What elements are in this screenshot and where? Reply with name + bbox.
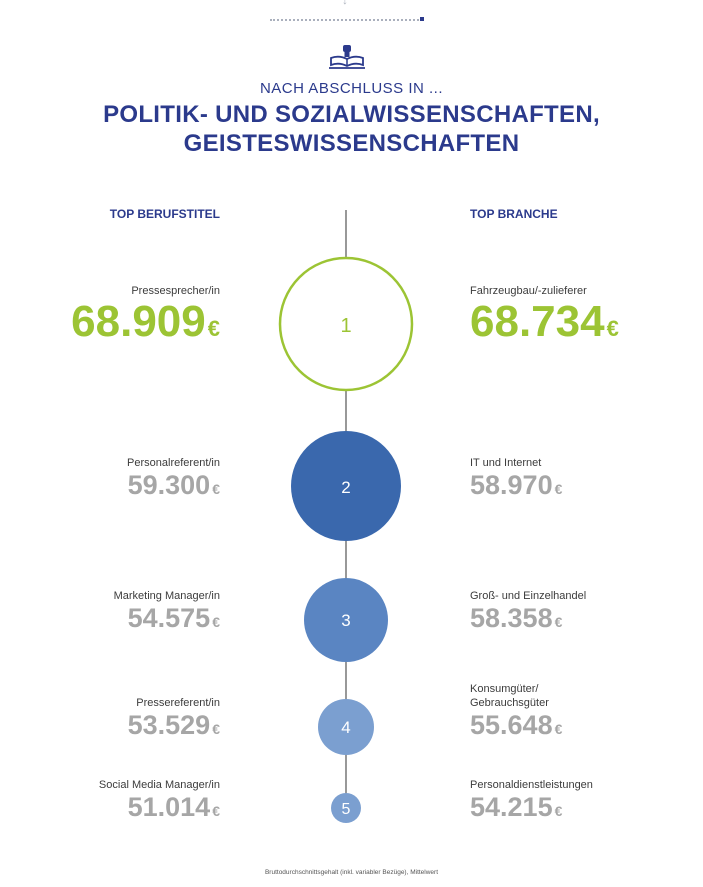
- euro-sign: €: [207, 316, 220, 341]
- footnote: Bruttodurchschnittsgehalt (inkl. variabl…: [264, 869, 439, 876]
- job-salary: 68.909€: [71, 297, 220, 346]
- job-salary: 54.575 €: [127, 603, 220, 633]
- rank-5-circle: [331, 793, 361, 823]
- job-salary: 53.529 €: [127, 710, 220, 740]
- job-salary: 59.300 €: [127, 470, 220, 500]
- job-title: Personalreferent/in: [127, 457, 220, 469]
- industry-salary: 54.215 €: [470, 792, 563, 822]
- job-title: Pressereferent/in: [136, 697, 220, 709]
- rank-5-number: 5: [342, 801, 351, 818]
- divider-end-square: [420, 17, 424, 21]
- book-fist-icon: [329, 45, 365, 69]
- rank-1-job: Pressesprecher/in 68.909€: [71, 284, 220, 353]
- job-title: Pressesprecher/in: [131, 285, 220, 297]
- euro-sign: €: [554, 803, 563, 819]
- rank-3-job: Marketing Manager/in 54.575 €: [114, 589, 220, 637]
- right-column-heading: TOP BRANCHE: [470, 207, 558, 221]
- rank-3-circle: [304, 578, 388, 662]
- industry-salary: 58.358 €: [470, 603, 563, 633]
- rank-4-industry: Konsumgüter/ Gebrauchsgüter 55.648 €: [470, 682, 562, 744]
- euro-sign: €: [212, 614, 220, 630]
- euro-sign: €: [212, 481, 220, 497]
- rank-2-number: 2: [341, 478, 350, 497]
- rank-3-number: 3: [341, 611, 350, 630]
- industry-salary: 55.648 €: [470, 710, 563, 740]
- page-title: POLITIK- UND SOZIALWISSENSCHAFTEN, GEIST…: [0, 100, 703, 158]
- rank-3-industry: Groß- und Einzelhandel 58.358 €: [470, 589, 586, 637]
- page-subtitle: NACH ABSCHLUSS IN ...: [259, 80, 444, 97]
- industry-salary: 68.734€: [470, 297, 619, 346]
- industry-name-line-1: Konsumgüter/: [470, 683, 539, 695]
- job-title: Marketing Manager/in: [113, 590, 220, 602]
- rank-1-number: 1: [340, 315, 351, 337]
- rank-4-number: 4: [341, 718, 350, 737]
- industry-name: Fahrzeugbau/-zulieferer: [470, 285, 587, 297]
- euro-sign: €: [212, 721, 220, 737]
- down-arrow-icon: ↓: [342, 0, 348, 7]
- title-line-1: POLITIK- UND SOZIALWISSENSCHAFTEN,: [103, 101, 600, 128]
- rank-1-circle: [278, 256, 414, 392]
- rank-2-job: Personalreferent/in 59.300 €: [127, 456, 220, 504]
- rank-4-job: Pressereferent/in 53.529 €: [128, 696, 220, 744]
- rank-2-circle: [291, 431, 401, 541]
- job-salary: 51.014 €: [127, 792, 220, 822]
- euro-sign: €: [554, 721, 563, 737]
- industry-name: IT und Internet: [470, 457, 542, 469]
- industry-name-line-2: Gebrauchsgüter: [470, 697, 549, 709]
- title-line-2: GEISTESWISSENSCHAFTEN: [183, 130, 520, 157]
- rank-5-industry: Personaldienstleistungen 54.215 €: [470, 778, 593, 826]
- industry-salary: 58.970 €: [470, 470, 563, 500]
- euro-sign: €: [212, 803, 220, 819]
- dotted-divider: [270, 19, 422, 21]
- rank-2-industry: IT und Internet 58.970 €: [470, 456, 562, 504]
- rank-1-industry: Fahrzeugbau/-zulieferer 68.734€: [470, 284, 619, 353]
- euro-sign: €: [606, 316, 619, 341]
- euro-sign: €: [554, 614, 563, 630]
- industry-name: Personaldienstleistungen: [470, 779, 593, 791]
- rank-4-circle: [318, 699, 374, 755]
- rank-5-job: Social Media Manager/in 51.014 €: [99, 778, 220, 826]
- job-title: Social Media Manager/in: [98, 779, 220, 791]
- industry-name: Groß- und Einzelhandel: [470, 590, 587, 602]
- left-column-heading: TOP BERUFSTITEL: [109, 207, 220, 221]
- euro-sign: €: [554, 481, 563, 497]
